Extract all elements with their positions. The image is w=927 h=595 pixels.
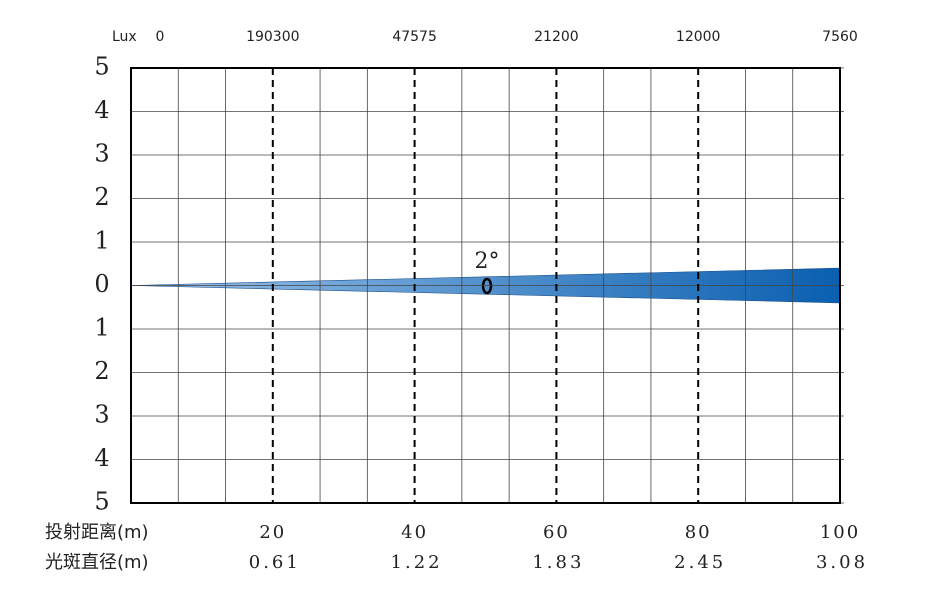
y-tick-label: 1 — [94, 227, 109, 255]
plot-frame — [130, 67, 841, 504]
lux-label: Lux — [112, 29, 137, 45]
diameter-value: 2.45 — [674, 552, 726, 573]
x-tick-label: 40 — [401, 522, 428, 543]
y-tick-label: 4 — [94, 444, 109, 472]
x-tick-label: 80 — [685, 522, 712, 543]
lux-value: 12000 — [676, 29, 721, 45]
y-tick-label: 1 — [94, 314, 109, 342]
lux-value: 7560 — [822, 29, 858, 45]
x-tick-label: 60 — [543, 522, 570, 543]
marker — [481, 277, 493, 295]
lux-value: 190300 — [246, 29, 299, 45]
y-tick-label: 5 — [94, 53, 109, 81]
lux-value: 21200 — [534, 29, 579, 45]
distance-label: 投射距离(m) — [45, 522, 149, 543]
y-tick-label: 5 — [94, 488, 109, 516]
diameter-value: 3.08 — [816, 552, 868, 573]
x-tick-label: 100 — [820, 522, 860, 543]
diameter-label: 光斑直径(m) — [45, 552, 149, 573]
y-tick-label: 2 — [94, 357, 109, 385]
diameter-value: 1.83 — [532, 552, 584, 573]
y-tick-label: 0 — [94, 270, 109, 298]
y-tick-label: 2 — [94, 183, 109, 211]
y-tick-label: 4 — [94, 96, 109, 124]
y-tick-label: 3 — [94, 401, 109, 429]
y-tick-label: 3 — [94, 140, 109, 168]
annotation: 2° — [475, 249, 500, 274]
x-tick-label: 20 — [259, 522, 286, 543]
diameter-value: 1.22 — [391, 552, 443, 573]
lux-value: 0 — [156, 29, 165, 45]
lux-value: 47575 — [392, 29, 437, 45]
diameter-value: 0.61 — [249, 552, 301, 573]
